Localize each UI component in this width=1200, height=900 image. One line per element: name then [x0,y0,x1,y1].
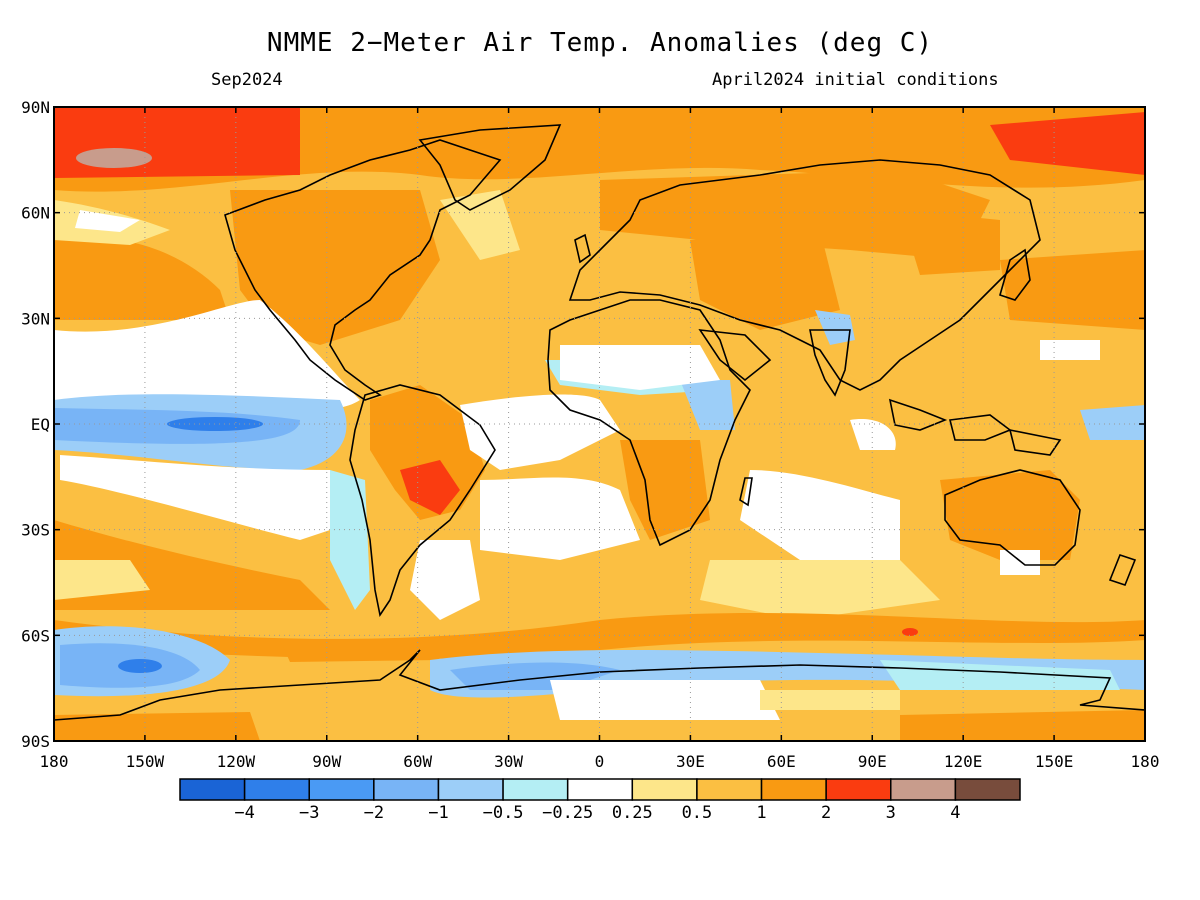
colorbar-label: 0.25 [612,803,653,823]
colorbar-label: −1 [428,803,448,823]
lon-label: 180 [1131,752,1160,771]
lat-label: 90S [21,732,50,751]
lon-label: 60E [767,752,796,771]
colorbar-label: −0.5 [483,803,524,823]
colorbar-swatch [760,778,827,801]
colorbar-swatch [437,778,504,801]
lon-label: 90E [858,752,887,771]
lon-label: 120E [944,752,983,771]
colorbar-swatch [179,778,246,801]
colorbar-swatch [631,778,698,801]
lon-label: 60W [403,752,432,771]
colorbar-label: −2 [364,803,384,823]
lon-label: 30W [494,752,523,771]
colorbar-label: −0.25 [542,803,593,823]
colorbar [179,778,1021,801]
colorbar-label: 1 [756,803,766,823]
lat-label: 30N [21,309,50,328]
colorbar-label: 0.5 [682,803,713,823]
colorbar-swatch [566,778,634,801]
graticule [54,107,1145,741]
colorbar-swatch [243,778,310,801]
lat-label: 30S [21,521,50,540]
lat-label: EQ [31,415,50,434]
longitude-labels: 180 150W 120W 90W 60W 30W 0 30E 60E 90E 120E 150E 18… [40,752,1160,771]
lat-label: 60S [21,626,50,645]
colorbar-labels: −4 −3 −2 −1 −0.5 −0.25 0.25 0.5 1 2 3 4 [234,803,960,823]
lon-label: 150E [1035,752,1074,771]
forecast-month: Sep2024 [211,70,283,90]
lon-label: 0 [595,752,605,771]
colorbar-label: 2 [821,803,831,823]
colorbar-label: 3 [886,803,896,823]
colorbar-label: 4 [950,803,960,823]
colorbar-swatch [696,778,763,801]
colorbar-swatch [308,778,375,801]
lon-label: 180 [40,752,69,771]
axis-ticks [53,106,1146,742]
colorbar-swatch [825,778,892,801]
coastlines [54,124,1145,721]
colorbar-swatch [502,778,569,801]
colorbar-swatch [954,778,1021,801]
initial-conditions: April2024 initial conditions [712,70,999,90]
lat-label: 60N [21,204,50,223]
colorbar-label: −4 [234,803,254,823]
colorbar-swatch [890,778,957,801]
latitude-labels: 90N 60N 30N EQ 30S 60S 90S [21,98,50,751]
lon-label: 30E [676,752,705,771]
lon-label: 120W [217,752,256,771]
lon-label: 150W [126,752,165,771]
chart-title: NMME 2−Meter Air Temp. Anomalies (deg C) [266,28,934,58]
colorbar-label: −3 [299,803,319,823]
lat-label: 90N [21,98,50,117]
colorbar-swatch [373,778,440,801]
lon-label: 90W [312,752,341,771]
